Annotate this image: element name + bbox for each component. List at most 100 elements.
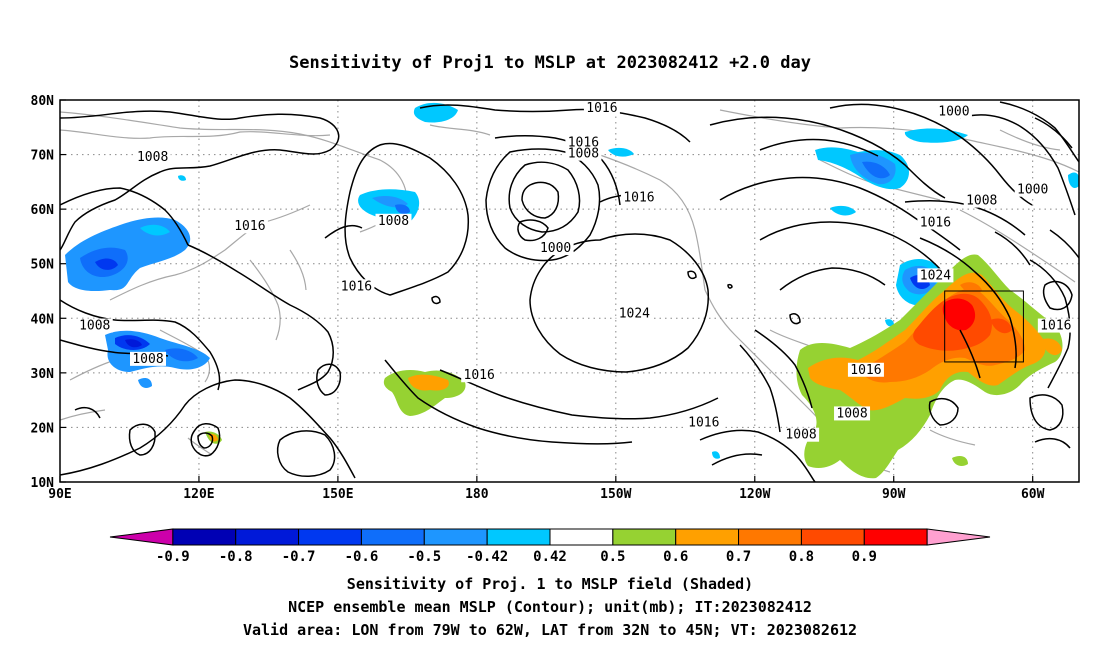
colorbar-bin [800, 528, 865, 546]
contour-label-bg [565, 146, 602, 161]
contour-label: 1016 [234, 219, 265, 234]
colorbar-bin [863, 528, 928, 546]
contour-labels: 1016 1016 1008 1016 1000 1024 1016 1016 1008 1016… [76, 100, 1074, 443]
colorbar-bin [549, 528, 614, 546]
caption-line-1: Sensitivity of Proj. 1 to MSLP field (Sh… [347, 575, 753, 593]
colorbar: -0.9 -0.8 -0.7 -0.6 -0.5 -0.42 0.42 0.5 0.6 0.7 0.… [109, 528, 991, 565]
colorbar-bin [360, 528, 425, 546]
contour-label-bg [537, 241, 574, 256]
contour-label: 1016 [586, 101, 617, 116]
lat-tick-label: 30N [31, 367, 55, 382]
contour-label: 1016 [623, 190, 654, 205]
colorbar-label: 0.8 [789, 549, 814, 565]
colorbar-bin [612, 528, 677, 546]
figure-title: Sensitivity of Proj1 to MSLP at 20230824… [289, 53, 811, 73]
contour-label: 1008 [568, 147, 599, 162]
colorbar-label: 0.6 [663, 549, 688, 565]
longitude-axis: 90E 120E 150E 180 150W 120W 90W 60W [48, 476, 1045, 502]
contour-label-bg [338, 279, 375, 294]
colorbar-bin [235, 528, 300, 546]
caption-line-3: Valid area: LON from 79W to 62W, LAT fro… [243, 621, 857, 639]
colorbar-bin [172, 528, 237, 546]
colorbar-bin [486, 528, 551, 546]
colorbar-label: -0.8 [219, 549, 253, 565]
contour-label-bg [847, 362, 884, 377]
contour-label-bg [834, 406, 871, 421]
colorbar-label: 0.9 [852, 549, 877, 565]
latitude-axis: 80N 70N 60N 50N 40N 30N 20N 10N [31, 94, 66, 491]
colorbar-bin [738, 528, 802, 546]
contour-label-bg [963, 193, 1000, 208]
contour-label-bg [616, 306, 653, 321]
colorbar-bin-lower-arrow [109, 528, 174, 546]
contour-label: 1024 [619, 307, 650, 322]
contour-label-bg [583, 100, 620, 115]
contour-label: 1016 [850, 363, 881, 378]
contour-label-bg [565, 135, 602, 150]
mslp-contours [60, 101, 1079, 482]
contour-label-bg [917, 268, 954, 283]
colorbar-label: -0.9 [156, 549, 190, 565]
lon-tick-label: 180 [465, 487, 489, 502]
contour-label: 1016 [341, 279, 372, 294]
map-frame [59, 99, 1080, 483]
lon-tick-label: 150W [600, 487, 631, 502]
contour-label: 1016 [1040, 319, 1071, 334]
colorbar-bin [675, 528, 740, 546]
colorbar-label: -0.7 [282, 549, 316, 565]
map-area: 1016 1016 1008 1016 1000 1024 1016 1016 1008 1016… [60, 100, 1079, 482]
contour-label: 1008 [79, 319, 110, 334]
contour-label-bg [1014, 182, 1051, 197]
lon-tick-label: 90E [48, 487, 71, 502]
contour-label-bg [1037, 318, 1074, 333]
lat-tick-label: 80N [31, 94, 55, 109]
contour-label-bg [685, 415, 722, 430]
contour-label-bg [134, 149, 171, 164]
contour-label-bg [935, 104, 972, 119]
valid-area-box [944, 290, 1024, 363]
contour-label-bg [917, 215, 954, 230]
colorbar-bin [423, 528, 488, 546]
contour-label-bg [76, 318, 113, 333]
contour-label: 1008 [132, 352, 163, 367]
contour-label: 1000 [1017, 183, 1048, 198]
contour-label-bg [783, 427, 820, 442]
lon-tick-label: 120W [739, 487, 770, 502]
lon-tick-label: 150E [322, 487, 353, 502]
caption-line-2: NCEP ensemble mean MSLP (Contour); unit(… [288, 598, 812, 616]
lon-tick-label: 120E [183, 487, 214, 502]
contour-label: 1008 [137, 150, 168, 165]
colorbar-label: 0.5 [600, 549, 625, 565]
lat-tick-label: 20N [31, 421, 55, 436]
colorbar-label: -0.42 [466, 549, 508, 565]
lat-tick-label: 10N [31, 476, 55, 491]
contour-label-bg [130, 351, 167, 366]
contour-label: 1008 [836, 406, 867, 421]
colorbar-label: -0.6 [345, 549, 379, 565]
lat-tick-label: 70N [31, 149, 55, 164]
lon-tick-label: 90W [882, 487, 906, 502]
colorbar-bin [298, 528, 362, 546]
lat-tick-label: 60N [31, 203, 55, 218]
contour-label: 1000 [540, 241, 571, 256]
contour-label: 1016 [920, 215, 951, 230]
contour-label-bg [231, 219, 268, 234]
contour-label: 1016 [688, 416, 719, 431]
contour-label: 1008 [966, 194, 997, 209]
contour-label: 1016 [464, 368, 495, 383]
colorbar-bin-upper-arrow [926, 528, 991, 546]
contour-label: 1008 [378, 214, 409, 229]
colorbar-label: -0.5 [407, 549, 441, 565]
contour-label-bg [461, 368, 498, 383]
contour-label: 1008 [785, 428, 816, 443]
contour-label: 1000 [938, 105, 969, 120]
lat-tick-label: 50N [31, 258, 55, 273]
contour-label-bg [375, 213, 412, 228]
contour-label: 1024 [920, 268, 951, 283]
negative-sensitivity-shading [65, 102, 1079, 459]
lon-tick-label: 60W [1021, 487, 1045, 502]
lat-tick-label: 40N [31, 312, 55, 327]
colorbar-label: 0.42 [533, 549, 567, 565]
colorbar-label: 0.7 [726, 549, 751, 565]
